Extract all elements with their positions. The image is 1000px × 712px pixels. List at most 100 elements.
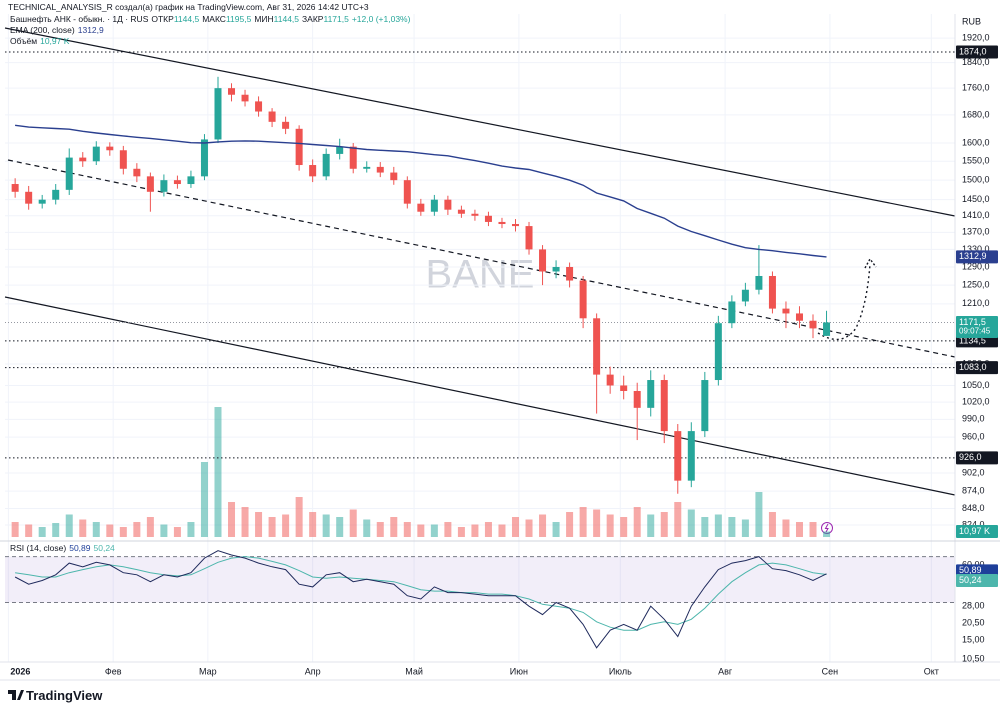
y-tick-label: 1500,0 <box>962 175 990 185</box>
volume-bar <box>674 502 682 537</box>
x-tick-label: Авг <box>718 666 733 676</box>
ohlc-value: 1171,5 <box>323 14 349 24</box>
last-price-box <box>956 315 998 338</box>
volume-bar <box>268 517 276 537</box>
candle-body <box>457 209 465 214</box>
candle-body <box>349 146 357 169</box>
candle-body <box>593 318 601 375</box>
volume-bar <box>430 524 438 537</box>
x-tick-label: Окт <box>924 666 939 676</box>
candle-body <box>823 322 831 336</box>
ohlc-name: МАКС <box>202 14 226 24</box>
y-tick-label: 1210,0 <box>962 298 990 308</box>
volume-bar <box>782 519 790 537</box>
drawings <box>4 27 956 496</box>
candle-body <box>200 139 208 177</box>
volume-bar <box>403 522 411 537</box>
candle-body <box>187 176 195 185</box>
volume-bar <box>511 517 519 537</box>
volume-bar <box>241 507 249 537</box>
rsi-ma-value: 50,24 <box>93 543 115 553</box>
forecast-path <box>817 263 871 341</box>
volume-value: 10,97 K <box>40 36 70 46</box>
volume-bar <box>701 517 709 537</box>
volume-bar <box>579 507 587 537</box>
candle-body <box>309 165 317 177</box>
x-tick-label: Апр <box>305 666 321 676</box>
candle-body <box>403 180 411 204</box>
volume-bar <box>593 509 601 537</box>
rsi-band <box>5 556 955 603</box>
rsi-tick-label: 10,50 <box>962 654 985 664</box>
y-tick-label: 1920,0 <box>962 32 990 42</box>
x-tick-label: Сен <box>822 666 839 676</box>
y-tick-label: 848,0 <box>962 503 985 513</box>
rsi-tick-label: 60,00 <box>962 559 985 569</box>
volume-bar <box>795 522 803 537</box>
data <box>5 51 955 649</box>
logo-mark <box>8 690 24 700</box>
logo <box>8 690 24 700</box>
candle-body <box>647 380 655 408</box>
candle-body <box>579 280 587 319</box>
candle-body <box>92 146 100 162</box>
candle-body <box>606 374 614 386</box>
volume-bar <box>92 522 100 537</box>
volume-bar <box>566 512 574 537</box>
ohlc-name: МИН <box>254 14 274 24</box>
volume-bar <box>390 517 398 537</box>
candle-body <box>133 168 141 177</box>
level-label-text: 926,0 <box>959 452 982 462</box>
volume-bar <box>187 522 195 537</box>
y-tick-label: 1600,0 <box>962 137 990 147</box>
y-tick-label: 1840,0 <box>962 57 990 67</box>
legend-rsi: RSI (14, close) 50,89 50,24 <box>10 543 118 554</box>
candle-body <box>322 153 330 177</box>
volume-bar <box>119 527 127 537</box>
volume-bar <box>741 519 749 537</box>
rsi-ma-line <box>15 556 827 631</box>
x-tick-label: Мар <box>199 666 217 676</box>
candle-body <box>417 203 425 212</box>
x-tick-label: Июль <box>609 666 632 676</box>
last-price-text: 1171,5 <box>959 317 986 327</box>
candle-body <box>106 146 114 151</box>
brand: TradingView <box>26 688 103 703</box>
volume-bar <box>552 522 560 537</box>
volume-bar <box>728 517 736 537</box>
ema-line <box>15 124 827 258</box>
volume-bar <box>200 462 208 537</box>
volume-bar <box>633 507 641 537</box>
candle-body <box>728 301 736 324</box>
volume-bar <box>660 512 668 537</box>
ohlc-value: 1144,5 <box>173 14 200 24</box>
volume-bar <box>52 523 60 537</box>
volume-bar <box>65 514 73 537</box>
candle-body <box>687 431 695 481</box>
ema-label-box <box>956 250 998 264</box>
candle-body <box>282 121 290 129</box>
candle-body <box>119 150 127 169</box>
volume-bar <box>146 517 154 537</box>
candle-body <box>214 88 222 140</box>
volume-bar <box>106 524 114 537</box>
watermark: BANE <box>426 253 535 297</box>
y-tick-label: 1020,0 <box>962 397 990 407</box>
candle-body <box>511 224 519 227</box>
rsi-tick-label: 20,50 <box>962 617 985 627</box>
candle-body <box>755 275 763 290</box>
candle-body <box>498 221 506 225</box>
rsi-ma-label-text: 50,24 <box>959 575 982 585</box>
y-tick-label: 1370,0 <box>962 227 990 237</box>
rsi-value: 50,89 <box>69 543 91 553</box>
candle-body <box>11 184 19 192</box>
y-tick-label: 902,0 <box>962 467 985 477</box>
ema-value: 1312,9 <box>77 25 104 35</box>
candle-body <box>444 199 452 210</box>
volume-bar <box>823 531 831 537</box>
header: TECHNICAL_ANALYSIS_R создал(а) график на… <box>8 2 369 12</box>
volume-bar <box>349 509 357 537</box>
candle-body <box>660 380 668 432</box>
volume-bar <box>714 514 722 537</box>
legend-row: Объём 10,97 K <box>10 36 413 47</box>
